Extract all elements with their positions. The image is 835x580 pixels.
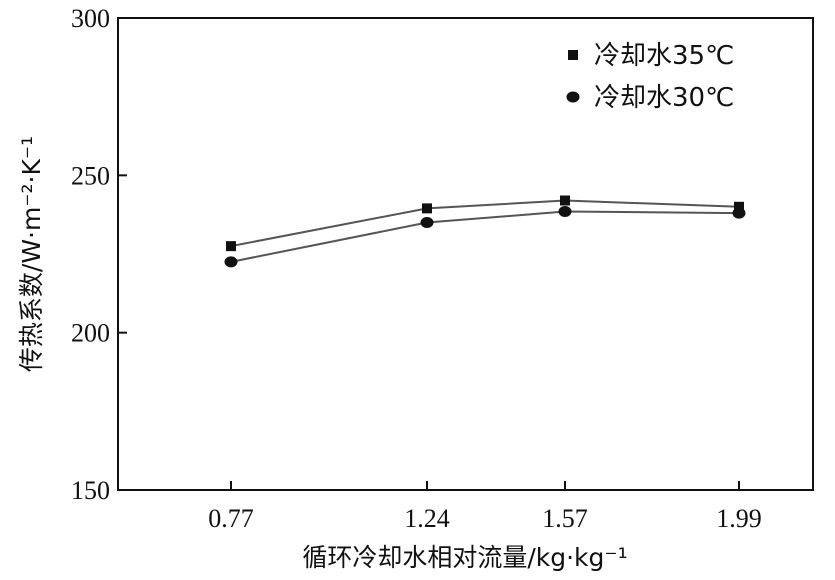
legend-marker bbox=[568, 50, 578, 60]
data-point bbox=[422, 203, 432, 214]
series-1 bbox=[226, 195, 744, 252]
x-axis-title: 循环冷却水相对流量/kg·kg⁻¹ bbox=[302, 543, 627, 572]
legend: 冷却水35℃ 冷却水30℃ bbox=[566, 41, 734, 113]
data-point bbox=[732, 207, 746, 219]
data-point bbox=[558, 206, 572, 218]
y-tick-label: 150 bbox=[71, 476, 110, 505]
data-point bbox=[226, 241, 236, 252]
plot-frame bbox=[117, 17, 814, 491]
series-layer bbox=[224, 195, 746, 268]
x-tick-label: 1.99 bbox=[716, 504, 762, 533]
data-point bbox=[734, 201, 744, 212]
series-line bbox=[230, 199, 740, 248]
data-point bbox=[224, 256, 238, 268]
y-tick-label: 200 bbox=[71, 319, 110, 348]
legend-label: 冷却水35℃ bbox=[594, 41, 734, 71]
data-point bbox=[420, 217, 434, 229]
x-axis: 0.77 1.24 1.57 1.99 bbox=[208, 481, 762, 533]
x-tick-label: 1.24 bbox=[404, 504, 450, 533]
y-axis-title: 传热系数/W·m⁻²·K⁻¹ bbox=[17, 136, 46, 372]
legend-label: 冷却水30℃ bbox=[594, 83, 734, 113]
y-tick-label: 300 bbox=[71, 4, 110, 33]
data-point bbox=[560, 195, 570, 206]
x-tick-label: 1.57 bbox=[542, 504, 588, 533]
series-line bbox=[230, 210, 740, 263]
y-tick-label: 250 bbox=[71, 161, 110, 190]
series-2 bbox=[224, 206, 746, 268]
y-axis: 150 200 250 300 bbox=[71, 4, 127, 505]
x-tick-label: 0.77 bbox=[208, 504, 254, 533]
legend-marker bbox=[566, 91, 580, 103]
